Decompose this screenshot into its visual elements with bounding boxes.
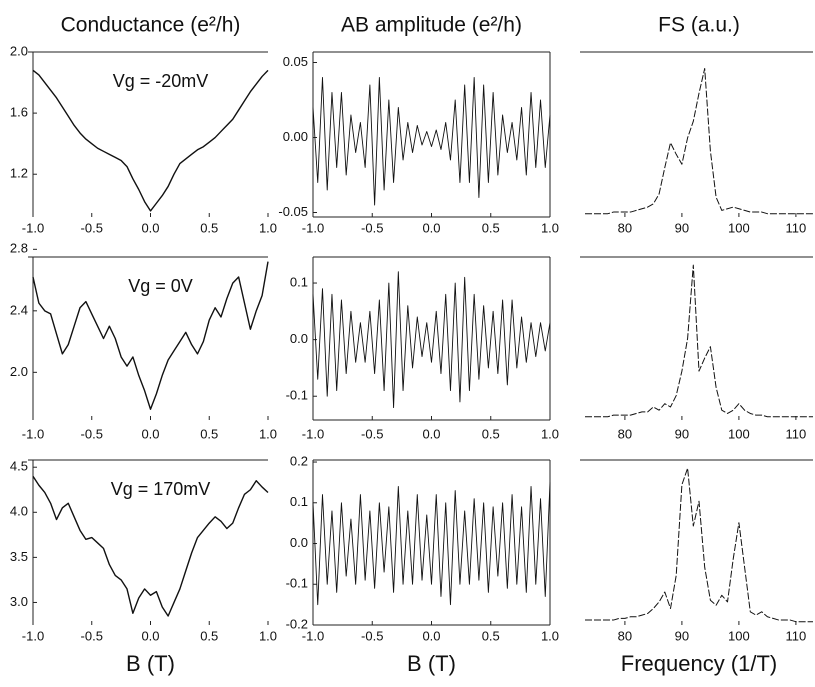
x-tick-label: -1.0	[22, 628, 44, 643]
x-tick-label: -0.5	[81, 220, 103, 235]
data-line	[32, 261, 269, 410]
x-tick-label: 1.0	[259, 220, 277, 235]
x-axis-label: B (T)	[126, 651, 175, 676]
y-tick-label: 1.2	[10, 166, 28, 181]
x-tick-label: 0.5	[482, 220, 500, 235]
y-tick-label: 0.05	[283, 54, 308, 69]
y-tick-label: 4.0	[10, 504, 28, 519]
data-line	[585, 467, 813, 623]
x-tick-label: 0.0	[141, 426, 159, 441]
y-tick-label: 0.2	[290, 453, 308, 468]
x-tick-label: 0.5	[200, 220, 218, 235]
x-tick-label: -1.0	[302, 220, 324, 235]
y-tick-label: 4.5	[10, 459, 28, 474]
x-tick-label: 0.5	[482, 628, 500, 643]
x-tick-label: 110	[786, 426, 807, 441]
column-title: FS (a.u.)	[658, 14, 740, 37]
x-tick-label: -0.5	[361, 628, 383, 643]
y-tick-label: 2.0	[10, 364, 28, 379]
x-tick-label: 100	[728, 220, 750, 235]
x-tick-label: 0.0	[422, 426, 440, 441]
x-axis-label: Frequency (1/T)	[621, 651, 778, 676]
x-tick-label: -1.0	[302, 426, 324, 441]
x-tick-label: 80	[618, 220, 632, 235]
x-tick-label: 0.0	[422, 220, 440, 235]
x-tick-label: 0.5	[200, 628, 218, 643]
x-tick-label: 80	[618, 426, 632, 441]
x-tick-label: -0.5	[81, 628, 103, 643]
x-tick-label: 0.5	[200, 426, 218, 441]
x-tick-label: 90	[675, 220, 689, 235]
data-line	[32, 69, 269, 212]
x-tick-label: -1.0	[22, 220, 44, 235]
x-tick-label: 0.0	[141, 220, 159, 235]
x-tick-label: 0.0	[141, 628, 159, 643]
x-tick-label: -0.5	[81, 426, 103, 441]
y-tick-label: -0.05	[278, 204, 308, 219]
data-line	[585, 68, 813, 215]
y-tick-label: 2.0	[10, 43, 28, 58]
y-tick-label: 2.8	[10, 241, 28, 256]
x-tick-label: 1.0	[541, 628, 559, 643]
y-tick-label: 0.0	[290, 331, 308, 346]
annotation: Vg = 170mV	[111, 479, 211, 499]
column-title: Conductance (e²/h)	[61, 14, 241, 37]
x-tick-label: -0.5	[361, 426, 383, 441]
data-line	[312, 77, 551, 206]
x-tick-label: 90	[675, 426, 689, 441]
y-tick-label: 0.1	[290, 494, 308, 509]
x-tick-label: -0.5	[361, 220, 383, 235]
x-tick-label: 1.0	[541, 220, 559, 235]
annotation: Vg = 0V	[128, 276, 193, 296]
data-line	[312, 482, 551, 606]
y-tick-label: 1.6	[10, 105, 28, 120]
annotation: Vg = -20mV	[113, 71, 209, 91]
x-tick-label: -1.0	[22, 426, 44, 441]
data-line	[32, 475, 269, 617]
x-tick-label: 1.0	[541, 426, 559, 441]
y-tick-label: 0.1	[290, 274, 308, 289]
x-tick-label: 100	[728, 426, 750, 441]
y-tick-label: 0.0	[290, 535, 308, 550]
y-tick-label: -0.1	[286, 388, 308, 403]
data-line	[312, 271, 551, 408]
x-axis-label: B (T)	[407, 651, 456, 676]
y-tick-label: -0.2	[286, 616, 308, 631]
x-tick-label: 0.5	[482, 426, 500, 441]
x-tick-label: 110	[786, 220, 807, 235]
x-tick-label: -1.0	[302, 628, 324, 643]
y-tick-label: -0.1	[286, 576, 308, 591]
column-title: AB amplitude (e²/h)	[341, 14, 522, 37]
y-tick-label: 3.0	[10, 594, 28, 609]
y-tick-label: 3.5	[10, 549, 28, 564]
x-tick-label: 100	[728, 628, 750, 643]
x-tick-label: 1.0	[259, 628, 277, 643]
x-tick-label: 80	[618, 628, 632, 643]
y-tick-label: 2.4	[10, 302, 28, 317]
x-tick-label: 1.0	[259, 426, 277, 441]
data-line	[585, 264, 813, 418]
y-tick-label: 0.00	[283, 129, 308, 144]
x-tick-label: 0.0	[422, 628, 440, 643]
x-tick-label: 110	[786, 628, 807, 643]
x-tick-label: 90	[675, 628, 689, 643]
